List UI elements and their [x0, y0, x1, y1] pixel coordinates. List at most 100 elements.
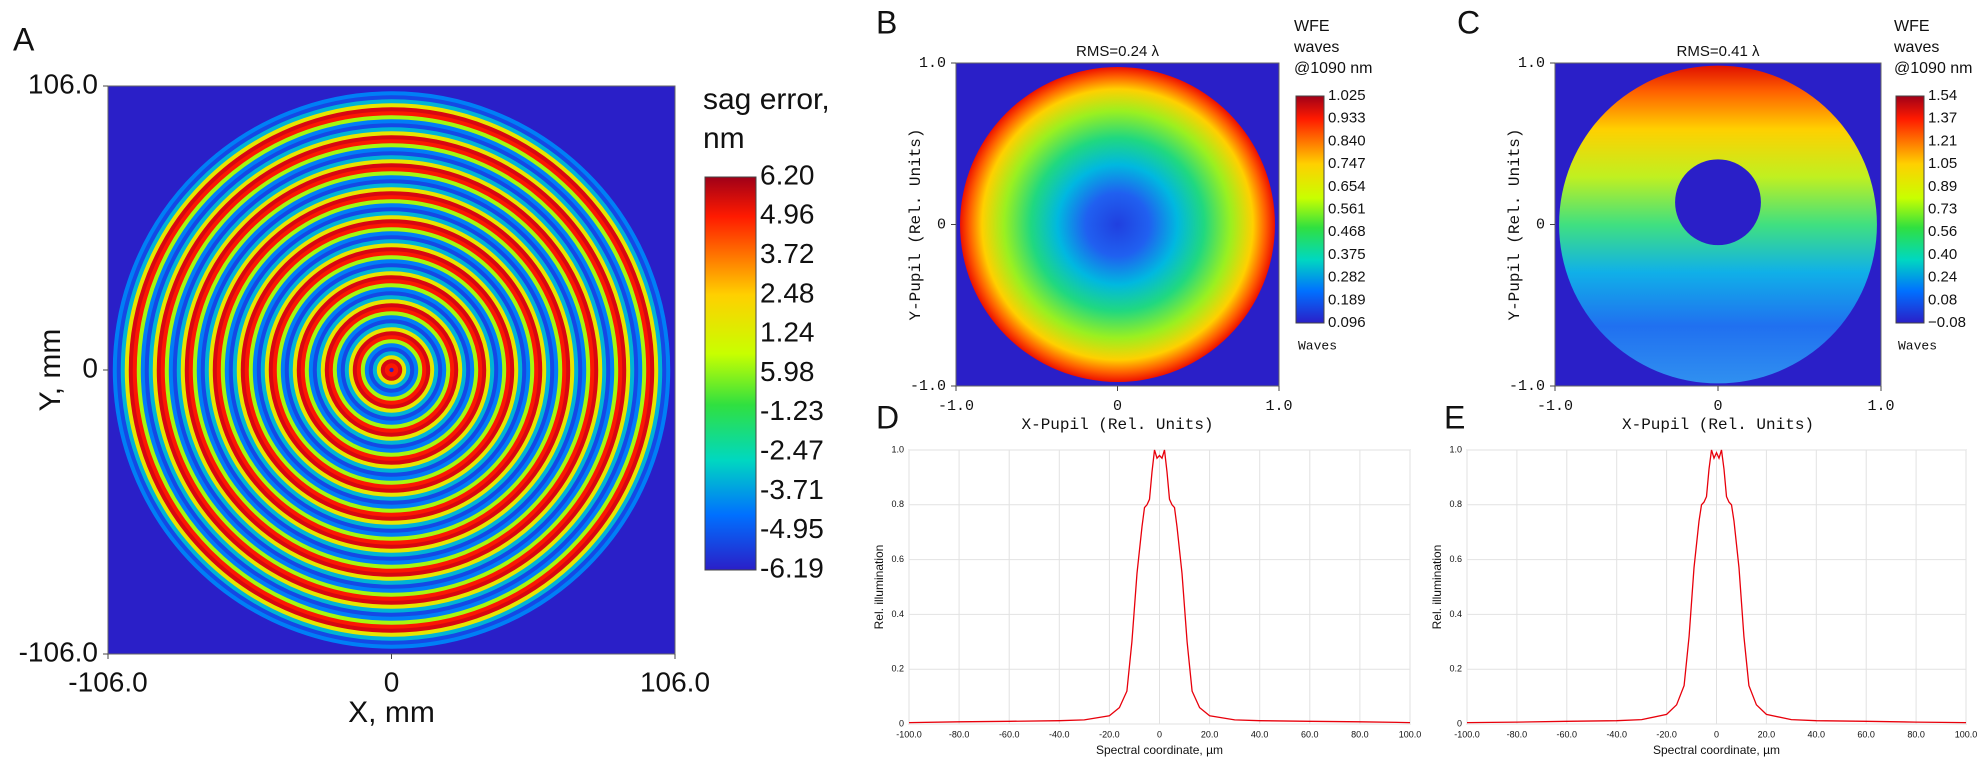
- colorbar-label: 5.98: [760, 356, 815, 387]
- colorbar: [1295, 95, 1325, 324]
- x-tick-label: -80.0: [1507, 729, 1528, 739]
- x-tick-label: 1.0: [1265, 398, 1292, 415]
- sag-ring: [276, 255, 507, 485]
- sag-ring: [332, 311, 451, 429]
- y-axis-label: Rel. illumination: [1430, 545, 1444, 630]
- sag-ring: [128, 107, 655, 633]
- map-title: RMS=0.24 λ: [1076, 43, 1159, 60]
- colorbar: [1895, 95, 1925, 324]
- colorbar-label: 0.375: [1328, 246, 1366, 263]
- sag-ring: [176, 155, 607, 585]
- pupil-obscuration: [1675, 159, 1761, 246]
- y-tick-label: 0: [82, 352, 98, 383]
- sag-ring: [148, 127, 635, 613]
- y-tick-label: 0.6: [891, 554, 904, 564]
- x-axis-label: X-Pupil (Rel. Units): [1021, 416, 1213, 434]
- sag-ring: [224, 203, 559, 537]
- sag-ring: [352, 331, 431, 409]
- sag-ring: [184, 163, 599, 577]
- x-tick-label: -100.0: [896, 729, 922, 739]
- x-tick-label: -106.0: [68, 666, 147, 697]
- colorbar-label: 1.54: [1928, 87, 1957, 104]
- sag-ring: [296, 275, 487, 465]
- colorbar-title: @1090 nm: [1294, 60, 1373, 77]
- sag-ring: [248, 227, 535, 513]
- colorbar-title: waves: [1893, 39, 1939, 56]
- sag-ring: [136, 115, 647, 625]
- sag-ring: [180, 159, 603, 581]
- colorbar-label: 0.654: [1328, 178, 1366, 195]
- sag-ring: [268, 247, 515, 493]
- sag-ring: [132, 111, 651, 629]
- panel-label: C: [1457, 4, 1480, 40]
- sag-ring: [160, 139, 623, 601]
- sag-ring: [116, 95, 667, 645]
- sag-ring: [216, 195, 567, 545]
- sag-ring: [308, 287, 475, 453]
- x-tick-label: 0: [1714, 729, 1719, 739]
- sag-ring: [212, 191, 571, 549]
- sag-ring: [300, 279, 483, 461]
- sag-ring: [244, 223, 539, 517]
- sag-ring: [196, 175, 587, 565]
- sag-ring: [340, 319, 443, 421]
- y-axis-label: Y, mm: [34, 329, 67, 412]
- y-tick-label: -106.0: [19, 636, 98, 667]
- y-tick-label: 0.2: [891, 664, 904, 674]
- x-tick-label: 106.0: [640, 666, 710, 697]
- sag-ring: [284, 263, 499, 477]
- x-tick-label: -100.0: [1454, 729, 1480, 739]
- sag-ring: [208, 187, 575, 553]
- sag-ring: [324, 303, 459, 437]
- colorbar-label: 1.37: [1928, 110, 1957, 127]
- sag-ring: [228, 207, 555, 533]
- sag-ring: [328, 307, 455, 433]
- sag-ring: [312, 291, 471, 449]
- x-tick-label: 20.0: [1201, 729, 1219, 739]
- y-axis-label: Y-Pupil (Rel. Units): [907, 128, 925, 320]
- y-tick-label: 0.4: [891, 609, 904, 619]
- y-tick-label: -1.0: [910, 378, 946, 395]
- sag-ring: [200, 179, 583, 561]
- colorbar-title: sag error,: [703, 83, 830, 116]
- sag-ring: [144, 123, 639, 617]
- colorbar-label: 0.096: [1328, 314, 1366, 331]
- colorbar-unit: Waves: [1298, 338, 1337, 353]
- sag-ring: [384, 363, 399, 377]
- sag-ring: [232, 211, 551, 529]
- sag-ring: [188, 167, 595, 573]
- x-tick-label: 20.0: [1758, 729, 1776, 739]
- y-tick-label: 1.0: [1449, 444, 1462, 454]
- sag-ring: [280, 259, 503, 481]
- colorbar-label: -6.19: [760, 552, 824, 583]
- sag-ring: [380, 359, 403, 381]
- x-tick-label: 0: [384, 666, 400, 697]
- x-tick-label: 1.0: [1867, 398, 1894, 415]
- sag-ring: [168, 147, 615, 593]
- colorbar-label: 0.40: [1928, 246, 1957, 263]
- y-tick-label: 106.0: [28, 68, 98, 99]
- y-tick-label: 1.0: [891, 444, 904, 454]
- colorbar-label: 0.561: [1328, 200, 1366, 217]
- sag-ring: [220, 199, 563, 541]
- colorbar-title: nm: [703, 122, 745, 155]
- colorbar-label: 0.933: [1328, 110, 1366, 127]
- panel-label: B: [876, 4, 897, 40]
- y-axis-label: Rel. illumination: [872, 545, 886, 630]
- colorbar-title: @1090 nm: [1894, 60, 1973, 77]
- colorbar-label: −0.08: [1928, 314, 1966, 331]
- sag-ring: [272, 251, 511, 489]
- y-axis-label: Y-Pupil (Rel. Units): [1506, 128, 1524, 320]
- colorbar-label: 0.189: [1328, 291, 1366, 308]
- colorbar-label: 1.24: [760, 317, 815, 348]
- sag-ring: [256, 235, 527, 505]
- y-tick-label: 1.0: [1518, 55, 1545, 72]
- sag-ring: [120, 99, 663, 641]
- sag-ring: [304, 283, 479, 457]
- x-tick-label: -60.0: [999, 729, 1020, 739]
- sag-ring: [356, 335, 427, 405]
- x-axis-label: Spectral coordinate, µm: [1096, 743, 1223, 757]
- data-line: [908, 449, 1411, 724]
- sag-ring: [336, 315, 447, 425]
